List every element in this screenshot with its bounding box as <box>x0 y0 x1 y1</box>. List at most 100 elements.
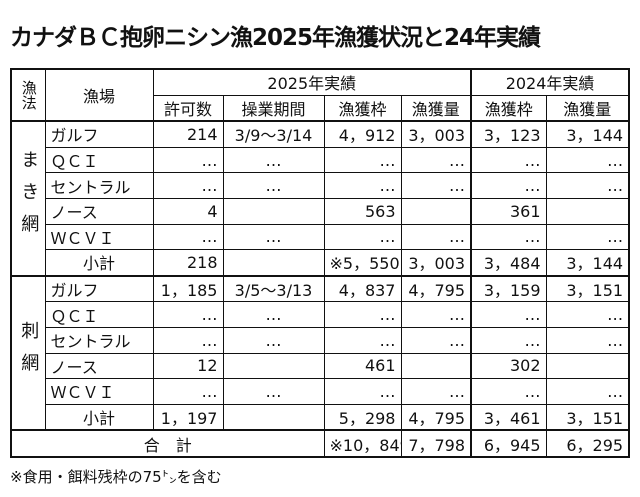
table-cell: … <box>400 378 472 405</box>
table-cell: … <box>470 146 547 174</box>
data-row: ＱＣＩ……………… <box>11 146 630 174</box>
table-cell: ※10，849 <box>323 429 402 458</box>
table-cell: 4，912 <box>323 120 402 148</box>
data-row: ノース 4 563 361 <box>11 197 630 225</box>
table-cell: … <box>222 172 325 199</box>
title: カナダＢＣ抱卵ニシン漁2025年漁獲状況と24年実績 <box>10 25 541 51</box>
table-cell: 7，798 <box>400 429 472 458</box>
table-cell: … <box>222 223 325 251</box>
table-cell: … <box>152 378 224 405</box>
table-cell: 5，298 <box>323 403 402 431</box>
table-cell: … <box>470 301 547 328</box>
ground-label: セントラル <box>44 326 154 354</box>
ground-label: ＷＣＶＩ <box>44 223 154 251</box>
table-cell: … <box>545 172 630 199</box>
table-cell: … <box>400 223 472 251</box>
empty-cell <box>545 197 630 225</box>
table-cell: 6，295 <box>545 429 630 458</box>
header-row: 許可数 操業期間 漁獲枠 漁獲量 漁獲枠 漁獲量 <box>11 94 630 122</box>
table-cell: 218 <box>152 249 224 277</box>
table-cell: 4，837 <box>323 274 402 303</box>
column-header: 漁獲量 <box>545 94 630 122</box>
table-cell: 1，197 <box>152 403 224 431</box>
empty-cell <box>222 249 325 277</box>
table-cell: … <box>222 146 325 174</box>
footnote: ※食用・餌料残枠の75㌧を含む <box>10 468 222 486</box>
table-cell: 3，003 <box>400 249 472 277</box>
table-cell: 3，151 <box>545 403 630 431</box>
ground-label: 小計 <box>44 403 154 431</box>
table-cell: … <box>323 301 402 328</box>
data-row: 刺網 ガルフ 1，185 3/5～3/13 4，837 4，795 3，159 3，151 <box>10 274 630 431</box>
data-row: まき網 ガルフ 214 3/9～3/14 4，912 3，003 3，123 3，144 <box>10 120 630 277</box>
year-header: 2025年実績 <box>152 68 472 96</box>
empty-cell <box>545 352 630 380</box>
table-cell: … <box>222 301 325 328</box>
table-cell: 302 <box>470 352 547 380</box>
table-cell: 3，484 <box>470 249 547 277</box>
data-row: ＱＣＩ……………… <box>11 301 630 328</box>
total-label: 合 計 <box>10 429 325 458</box>
table-cell: ※5，550 <box>323 249 402 277</box>
table-cell: 6，945 <box>470 429 547 458</box>
table-cell: … <box>470 326 547 354</box>
harvest-table: 漁法 漁場 2025年実績 2024年実績 許可数 操業期間 漁獲枠 漁獲量 漁獲枠 漁獲量 まき網… <box>10 68 631 458</box>
table-cell: … <box>323 146 402 174</box>
table-cell: … <box>400 326 472 354</box>
ground-label: ガルフ <box>44 120 154 148</box>
table-body: 漁法 漁場 2025年実績 2024年実績 許可数 操業期間 漁獲枠 漁獲量 漁獲枠 漁獲量 まき網… <box>10 68 630 458</box>
table-cell: 3，123 <box>470 120 547 148</box>
table-cell: … <box>222 378 325 405</box>
empty-cell <box>400 197 472 225</box>
table-cell: … <box>323 172 402 199</box>
empty-cell <box>222 352 325 380</box>
table-cell: … <box>152 146 224 174</box>
ground-label: ＱＣＩ <box>44 301 154 328</box>
table-cell: 3，003 <box>400 120 472 148</box>
method-header: 漁法 <box>10 68 46 122</box>
table-cell: 12 <box>152 352 224 380</box>
table-cell: … <box>400 146 472 174</box>
table-cell: … <box>152 326 224 354</box>
empty-cell <box>222 403 325 431</box>
ground-label: セントラル <box>44 172 154 199</box>
column-header: 漁獲枠 <box>470 94 547 122</box>
table-cell: 563 <box>323 197 402 225</box>
table-cell: … <box>470 172 547 199</box>
table-cell: … <box>323 326 402 354</box>
header-row: 漁法 漁場 2025年実績 2024年実績 <box>10 68 630 122</box>
table-cell: 1，185 <box>152 274 224 303</box>
table-cell: … <box>400 172 472 199</box>
table-cell: 461 <box>323 352 402 380</box>
method-label: まき網 <box>10 120 46 277</box>
column-header: 漁獲量 <box>400 94 472 122</box>
table-cell: … <box>152 172 224 199</box>
table-cell: … <box>152 301 224 328</box>
column-header: 操業期間 <box>222 94 325 122</box>
data-row: セントラル……………… <box>11 326 630 354</box>
table-cell: 214 <box>152 120 224 148</box>
table-cell: … <box>545 378 630 405</box>
ground-label: ＷＣＶＩ <box>44 378 154 405</box>
data-row: ＷＣＶＩ……………… <box>11 223 630 251</box>
data-row: 小計 1，197 5，298 4，795 3，461 3，151 <box>11 403 630 431</box>
empty-cell <box>400 352 472 380</box>
table-cell: 3/5～3/13 <box>222 274 325 303</box>
table-cell: … <box>470 223 547 251</box>
table-cell: 4，795 <box>400 274 472 303</box>
column-header: 漁獲枠 <box>323 94 402 122</box>
method-label: 刺網 <box>10 274 46 431</box>
ground-label: ＱＣＩ <box>44 146 154 174</box>
table-cell: 4，795 <box>400 403 472 431</box>
table-cell: 3，144 <box>545 120 630 148</box>
ground-label: ノース <box>44 352 154 380</box>
table-cell: 3，159 <box>470 274 547 303</box>
column-header: 許可数 <box>152 94 224 122</box>
table-cell: 3，151 <box>545 274 630 303</box>
ground-label: ガルフ <box>44 274 154 303</box>
table-cell: … <box>545 223 630 251</box>
table-cell: 4 <box>152 197 224 225</box>
data-row: 小計 218 ※5，550 3，003 3，484 3，144 <box>11 249 630 277</box>
